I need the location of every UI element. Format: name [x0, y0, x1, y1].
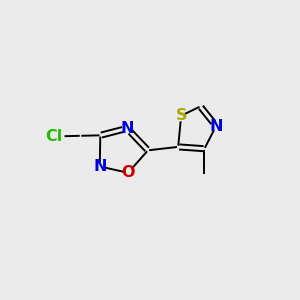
- Text: Cl: Cl: [45, 129, 63, 144]
- Text: N: N: [93, 159, 106, 174]
- Text: N: N: [209, 118, 223, 134]
- Text: O: O: [122, 165, 135, 180]
- Text: N: N: [120, 121, 134, 136]
- Text: S: S: [176, 108, 187, 123]
